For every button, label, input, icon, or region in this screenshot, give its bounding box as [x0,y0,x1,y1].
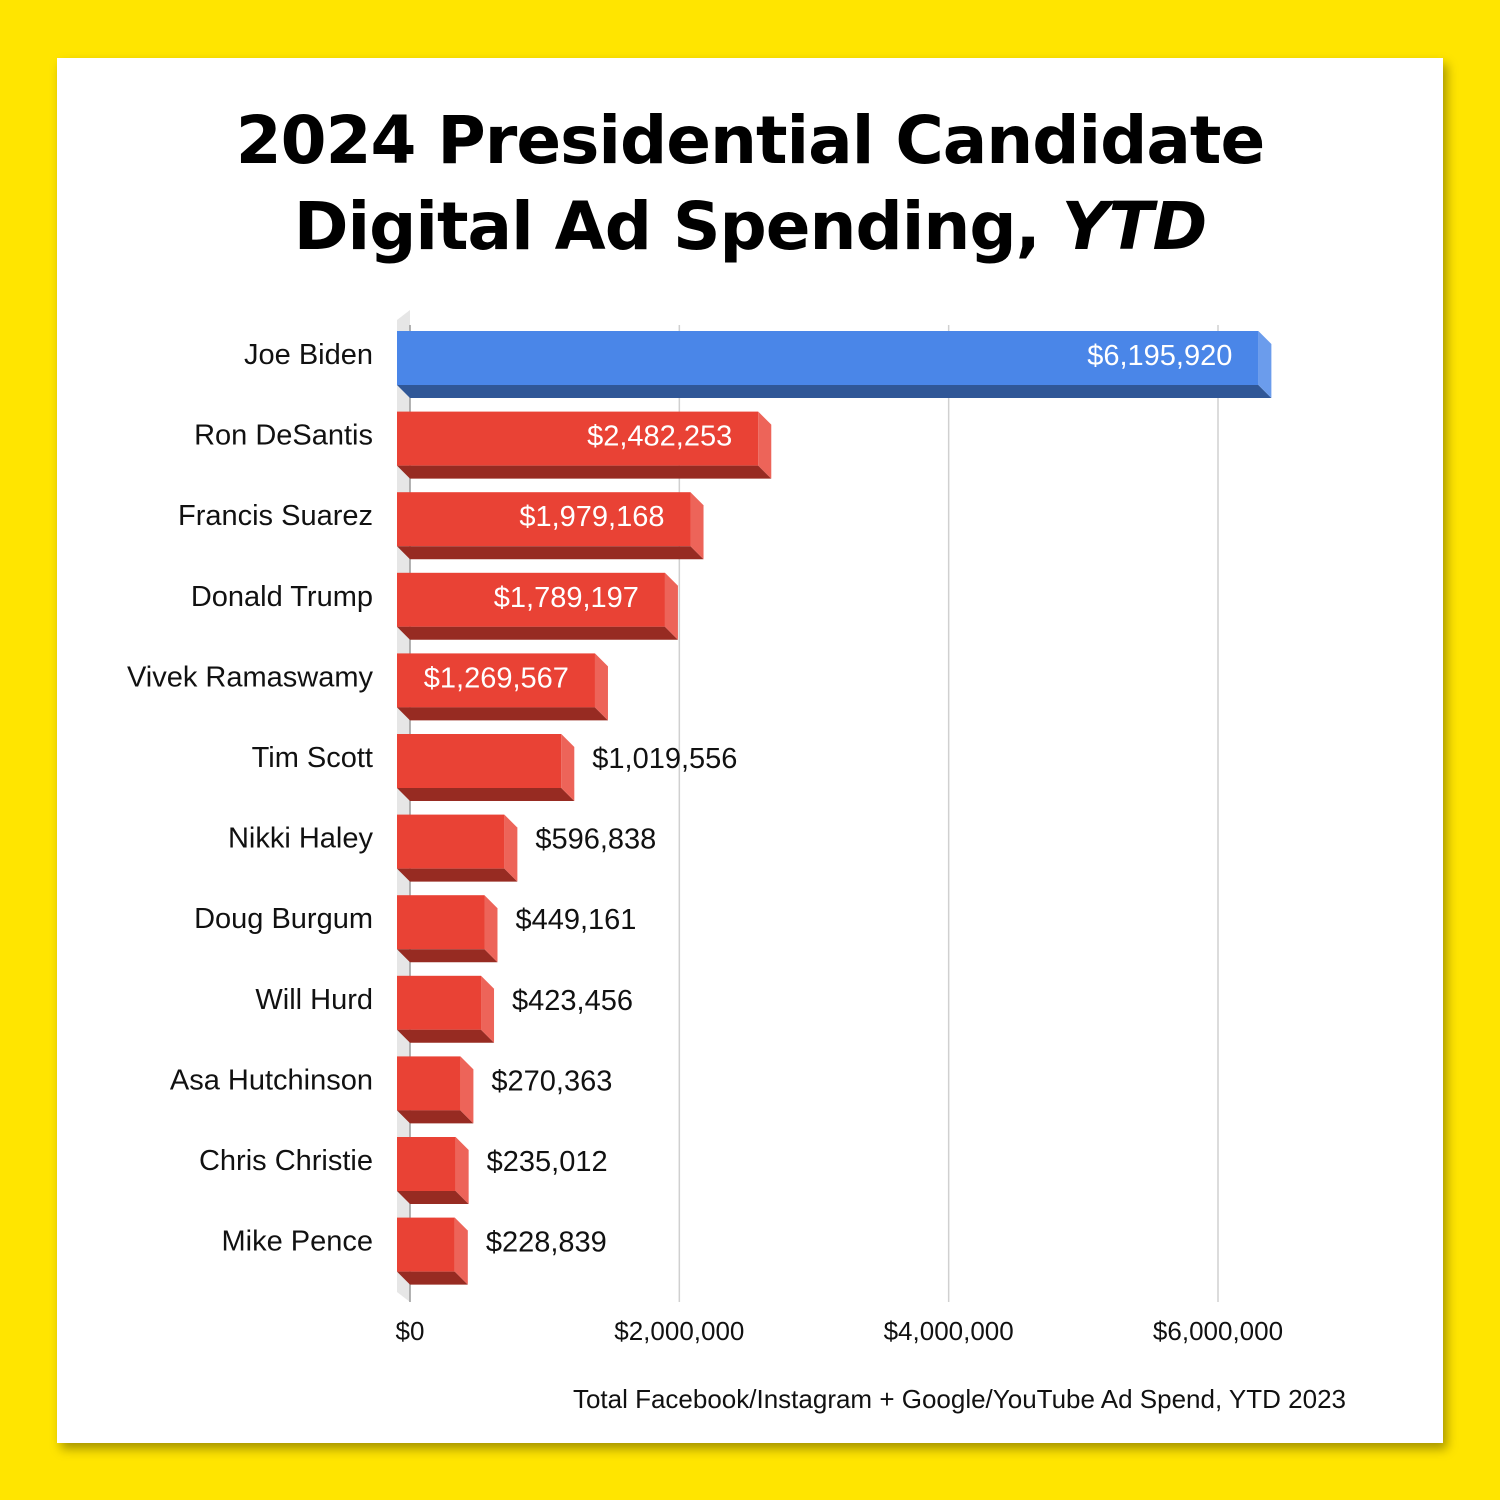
bar-side-face [758,411,772,479]
bar-side-face [594,653,608,721]
data-label: $1,269,567 [424,662,569,694]
category-label: Vivek Ramaswamy [127,661,374,693]
title-ytd: YTD [1061,188,1208,265]
data-label: $2,482,253 [587,421,732,453]
bar-bottom-face [397,465,772,479]
bar [397,1217,455,1272]
bar-bottom-face [397,707,608,721]
bar-bottom-face [397,788,575,801]
bar-side-face [454,1217,468,1285]
category-label: Asa Hutchinson [170,1064,373,1096]
data-label: $235,012 [487,1146,608,1178]
x-tick-label: $6,000,000 [1153,1316,1283,1346]
bar-side-face [690,492,704,560]
chart-title: 2024 Presidential Candidate Digital Ad S… [0,98,1500,270]
category-label: Francis Suarez [178,500,373,532]
title-line-1: 2024 Presidential Candidate [235,102,1265,179]
bar-side-face [481,975,495,1043]
data-label: $423,456 [512,985,633,1017]
bar-bottom-face [397,949,498,963]
bar-bottom-face [397,1110,474,1124]
bar [397,814,505,869]
category-label: Donald Trump [191,581,373,613]
bar [397,975,482,1030]
bar [397,492,691,547]
bar-bottom-face [397,868,518,882]
bar-side-face [664,572,678,640]
bar-bottom-face [397,385,1272,398]
category-label: Doug Burgum [194,903,373,935]
bar-side-face [455,1137,469,1204]
bar-side-face [460,1056,474,1124]
chart-footnote: Total Facebook/Instagram + Google/YouTub… [572,1384,1346,1414]
bar-side-face [504,814,518,882]
bar [397,653,595,708]
x-tick-label: $0 [396,1316,425,1346]
bar-bottom-face [397,546,704,560]
bar [397,734,562,788]
bar-side-face [484,895,498,963]
data-label: $1,019,556 [592,743,737,775]
bar [397,1056,461,1111]
chart-card [57,58,1443,1443]
data-label: $449,161 [515,904,636,936]
title-line-2: Digital Ad Spending, [293,188,1062,265]
category-label: Joe Biden [244,339,373,371]
data-label: $1,979,168 [519,501,664,533]
category-label: Will Hurd [255,984,373,1016]
bar-side-face [561,734,575,801]
bar-bottom-face [397,1029,495,1043]
x-tick-label: $2,000,000 [614,1316,744,1346]
bar [397,572,665,627]
data-label: $270,363 [491,1065,612,1097]
bar [397,331,1259,385]
bar-bottom-face [397,626,678,640]
bar-bottom-face [397,1271,468,1285]
data-label: $228,839 [486,1227,607,1259]
bar [397,895,485,950]
data-label: $6,195,920 [1087,340,1232,372]
bar-bottom-face [397,1191,469,1204]
x-tick-label: $4,000,000 [884,1316,1014,1346]
bar [397,1137,456,1191]
category-label: Mike Pence [221,1226,373,1258]
data-label: $1,789,197 [494,582,639,614]
axis-wall [397,310,410,1302]
category-label: Nikki Haley [228,823,374,855]
bar [397,411,759,466]
category-label: Chris Christie [199,1145,373,1177]
category-label: Ron DeSantis [194,420,373,452]
data-label: $596,838 [535,824,656,856]
category-label: Tim Scott [252,742,373,774]
bar-side-face [1258,331,1272,398]
